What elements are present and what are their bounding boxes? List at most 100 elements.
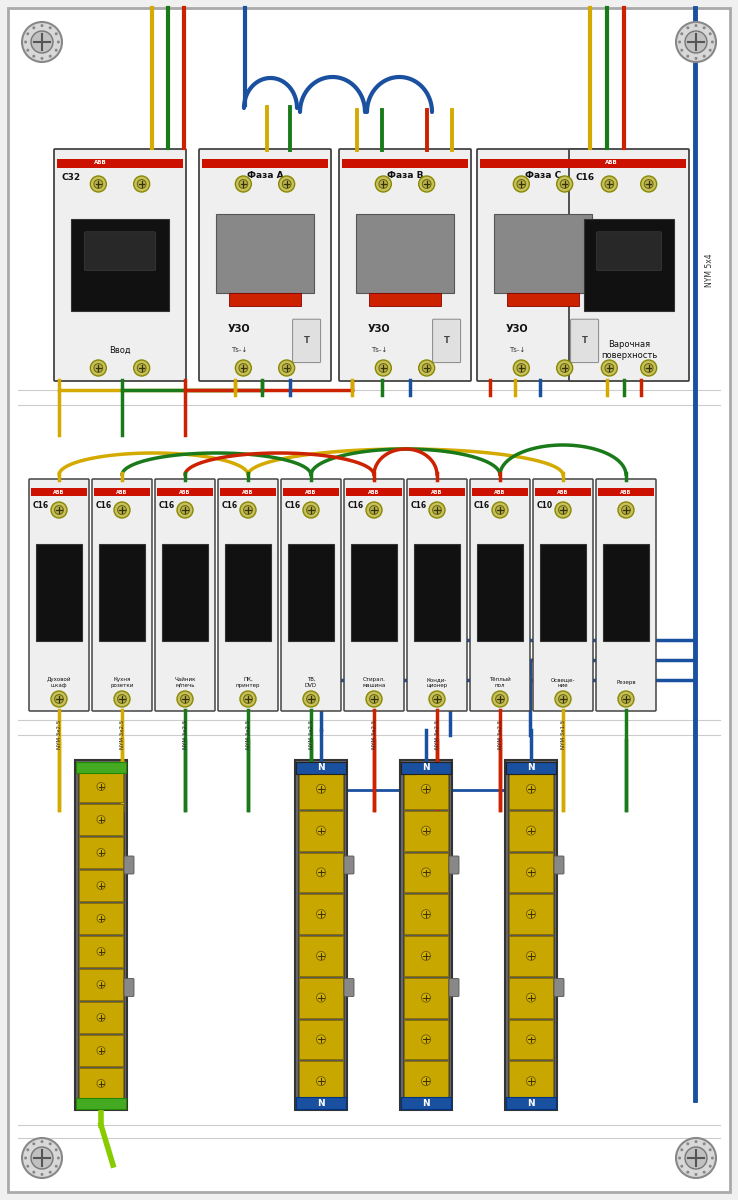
Circle shape <box>303 691 319 707</box>
Circle shape <box>49 1142 52 1145</box>
Circle shape <box>421 826 430 835</box>
Bar <box>79 804 123 835</box>
Circle shape <box>94 180 103 188</box>
Circle shape <box>686 1171 689 1174</box>
Bar <box>584 218 674 311</box>
Bar <box>404 811 448 851</box>
Text: Резерв: Резерв <box>616 680 636 685</box>
Circle shape <box>703 26 706 29</box>
Circle shape <box>492 502 508 518</box>
Circle shape <box>32 26 35 29</box>
Circle shape <box>421 910 430 919</box>
Circle shape <box>429 502 445 518</box>
Circle shape <box>555 691 571 707</box>
Circle shape <box>55 505 63 515</box>
Text: ABB: ABB <box>117 490 128 494</box>
Bar <box>229 293 301 306</box>
Circle shape <box>526 1076 536 1086</box>
Circle shape <box>492 691 508 707</box>
Text: Чайник
м/печь: Чайник м/печь <box>174 677 196 688</box>
Circle shape <box>22 1138 62 1178</box>
Text: Тёплый
пол: Тёплый пол <box>489 677 511 688</box>
Text: УЗО: УЗО <box>368 324 390 335</box>
Text: ABB: ABB <box>368 490 379 494</box>
FancyBboxPatch shape <box>92 479 152 710</box>
Circle shape <box>429 691 445 707</box>
Text: NYM 3x2,5: NYM 3x2,5 <box>371 720 376 749</box>
Text: N: N <box>422 1098 430 1108</box>
Circle shape <box>644 180 653 188</box>
Text: NYM 3x2,5: NYM 3x2,5 <box>182 720 187 749</box>
Bar <box>283 488 339 496</box>
Bar <box>509 852 553 893</box>
Circle shape <box>601 360 617 376</box>
Bar <box>296 762 346 774</box>
Circle shape <box>703 55 706 58</box>
Circle shape <box>526 952 536 960</box>
FancyBboxPatch shape <box>199 149 331 382</box>
Text: ABB: ABB <box>432 490 443 494</box>
Circle shape <box>366 502 382 518</box>
Bar <box>509 936 553 976</box>
Bar <box>401 762 451 774</box>
Bar <box>71 218 170 311</box>
Text: Ввод: Ввод <box>109 346 131 355</box>
Text: N: N <box>422 763 430 773</box>
Circle shape <box>303 502 319 518</box>
Bar <box>509 769 553 809</box>
Circle shape <box>134 360 150 376</box>
Circle shape <box>97 1046 105 1055</box>
Circle shape <box>708 1165 711 1168</box>
Text: C16: C16 <box>222 500 238 510</box>
Circle shape <box>644 364 653 372</box>
Bar <box>368 293 441 306</box>
Circle shape <box>41 24 44 28</box>
Bar <box>414 545 461 641</box>
Circle shape <box>711 1157 714 1159</box>
Circle shape <box>708 49 711 52</box>
Circle shape <box>432 695 441 703</box>
Bar <box>404 936 448 976</box>
FancyBboxPatch shape <box>339 149 471 382</box>
FancyBboxPatch shape <box>155 479 215 710</box>
Text: ABB: ABB <box>605 161 618 166</box>
Circle shape <box>526 868 536 877</box>
Circle shape <box>317 994 325 1002</box>
Circle shape <box>94 364 103 372</box>
Circle shape <box>703 1171 706 1174</box>
Circle shape <box>31 1147 53 1169</box>
Text: Освеще-
ние: Освеще- ние <box>551 677 575 688</box>
FancyBboxPatch shape <box>449 978 459 996</box>
Bar <box>299 978 343 1018</box>
Text: C16: C16 <box>411 500 427 510</box>
Circle shape <box>694 1172 697 1176</box>
Bar <box>356 215 455 293</box>
Text: Тs-↓: Тs-↓ <box>371 347 387 353</box>
FancyBboxPatch shape <box>477 149 609 382</box>
Bar <box>157 488 213 496</box>
Circle shape <box>711 41 714 43</box>
Bar <box>299 769 343 809</box>
Circle shape <box>376 176 391 192</box>
Bar <box>31 488 87 496</box>
Text: Кухня
розетки: Кухня розетки <box>110 677 134 688</box>
Circle shape <box>678 1157 681 1159</box>
Circle shape <box>678 41 681 43</box>
Circle shape <box>90 176 106 192</box>
Circle shape <box>32 1171 35 1174</box>
Circle shape <box>97 1014 105 1021</box>
Circle shape <box>418 176 435 192</box>
Circle shape <box>177 691 193 707</box>
Bar <box>295 760 347 1110</box>
Bar <box>401 1097 451 1109</box>
FancyBboxPatch shape <box>570 319 599 362</box>
FancyBboxPatch shape <box>344 479 404 710</box>
Bar <box>299 852 343 893</box>
Bar <box>603 545 649 641</box>
Circle shape <box>55 49 58 52</box>
Circle shape <box>306 505 315 515</box>
Bar <box>79 1002 123 1033</box>
Circle shape <box>370 695 379 703</box>
FancyBboxPatch shape <box>596 232 661 270</box>
Circle shape <box>55 695 63 703</box>
